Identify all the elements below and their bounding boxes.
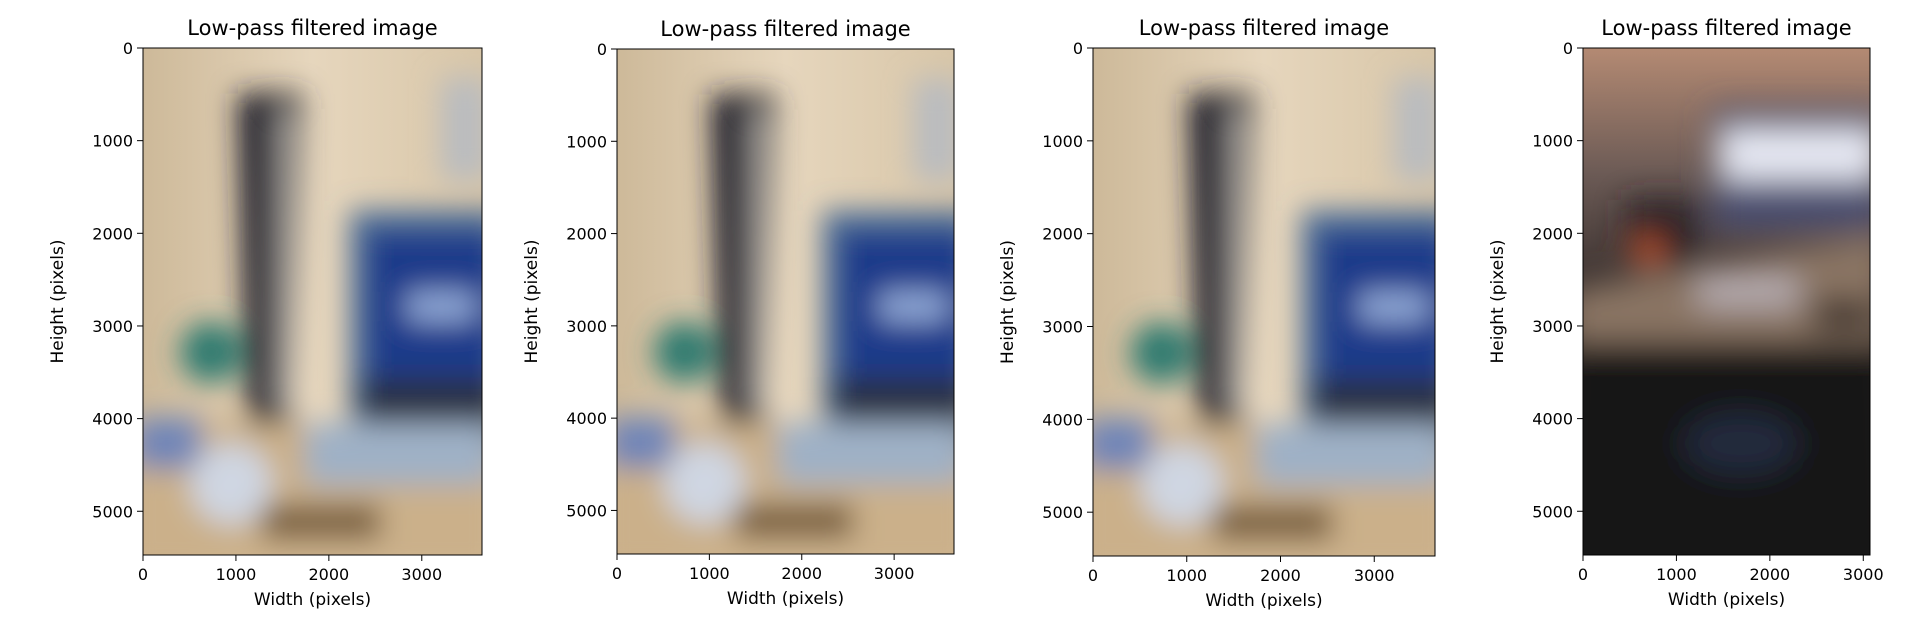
y-tick-label: 0 — [1073, 39, 1083, 58]
x-tick-label: 0 — [138, 565, 148, 584]
x-tick-label: 0 — [612, 564, 622, 583]
chart-title: Low-pass filtered image — [660, 17, 910, 41]
y-tick-label: 2000 — [1042, 225, 1083, 244]
y-tick-label: 5000 — [92, 502, 133, 521]
y-tick-label: 4000 — [92, 410, 133, 429]
x-tick-label: 1000 — [216, 565, 257, 584]
y-tick-label: 2000 — [566, 225, 607, 244]
y-tick-label: 0 — [123, 39, 133, 58]
y-tick-label: 1000 — [1532, 132, 1573, 151]
x-tick-label: 1000 — [1166, 566, 1207, 585]
axes-frame — [1582, 47, 1871, 556]
y-tick-label: 3000 — [566, 317, 607, 336]
x-tick-label: 3000 — [1354, 566, 1395, 585]
x-tick-label: 1000 — [1656, 565, 1697, 584]
panel-1: Low-pass filtered image 0 1000 2000 3000 0 100… — [48, 16, 483, 610]
axes-frame — [142, 47, 483, 556]
x-tick-label: 2000 — [781, 564, 822, 583]
x-axis-label: Width (pixels) — [1668, 590, 1785, 610]
x-tick-label: 0 — [1578, 565, 1588, 584]
y-tick-label: 1000 — [1042, 132, 1083, 151]
x-tick-label: 2000 — [1749, 565, 1790, 584]
y-tick-label: 1000 — [92, 132, 133, 151]
x-tick-label: 0 — [1088, 566, 1098, 585]
y-axis-label: Height (pixels) — [522, 240, 542, 364]
x-tick-label: 3000 — [874, 564, 915, 583]
y-tick-label: 4000 — [1532, 410, 1573, 429]
y-tick-label: 5000 — [566, 501, 607, 520]
chart-title: Low-pass filtered image — [1601, 16, 1851, 40]
axes-frame — [616, 48, 955, 555]
chart-title: Low-pass filtered image — [1139, 16, 1389, 40]
axes-frame — [1092, 47, 1436, 557]
y-tick-label: 4000 — [566, 409, 607, 428]
y-axis-label: Height (pixels) — [1488, 240, 1508, 364]
x-axis-label: Width (pixels) — [254, 590, 371, 610]
y-tick-label: 0 — [1563, 39, 1573, 58]
x-axis-label: Width (pixels) — [727, 589, 844, 609]
y-tick-label: 2000 — [1532, 224, 1573, 243]
x-tick-label: 3000 — [401, 565, 442, 584]
y-tick-label: 3000 — [1042, 318, 1083, 337]
filtered-image — [1583, 48, 1870, 555]
y-tick-label: 3000 — [92, 317, 133, 336]
panel-3: Low-pass filtered image 0 1000 2000 3000 0 100… — [998, 16, 1436, 611]
panel-2: Low-pass filtered image 0 1000 2000 3000 0 100… — [522, 17, 955, 609]
y-tick-label: 5000 — [1532, 502, 1573, 521]
filtered-image — [1093, 48, 1435, 556]
y-tick-label: 2000 — [92, 224, 133, 243]
x-tick-label: 3000 — [1843, 565, 1884, 584]
y-tick-label: 1000 — [566, 132, 607, 151]
x-axis-label: Width (pixels) — [1205, 591, 1322, 611]
x-tick-label: 2000 — [1260, 566, 1301, 585]
chart-title: Low-pass filtered image — [187, 16, 437, 40]
y-tick-label: 4000 — [1042, 410, 1083, 429]
x-tick-label: 1000 — [689, 564, 730, 583]
filtered-image — [617, 49, 954, 554]
y-axis-label: Height (pixels) — [48, 240, 68, 364]
y-tick-label: 0 — [597, 40, 607, 59]
y-tick-label: 3000 — [1532, 317, 1573, 336]
y-axis-label: Height (pixels) — [998, 240, 1018, 364]
filtered-image — [143, 48, 482, 555]
x-tick-label: 2000 — [308, 565, 349, 584]
panel-4: Low-pass filtered image 0 1000 2000 3000 0 100… — [1488, 16, 1884, 610]
y-tick-label: 5000 — [1042, 503, 1083, 522]
